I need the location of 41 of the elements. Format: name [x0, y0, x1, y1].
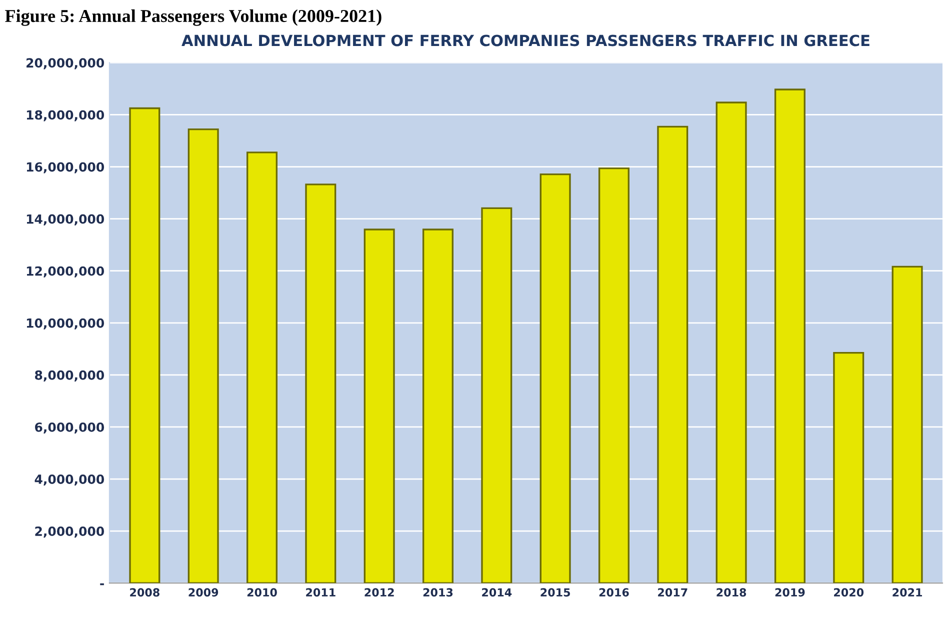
y-tick-label: 6,000,000	[35, 422, 104, 434]
y-tick-label: 10,000,000	[26, 318, 104, 330]
bar	[481, 207, 512, 584]
bar	[422, 228, 454, 584]
bar	[246, 152, 278, 584]
x-tick-label: 2014	[482, 588, 512, 597]
x-tick-label: 2019	[775, 588, 805, 597]
x-tick-label: 2015	[540, 588, 570, 597]
bar	[657, 126, 688, 584]
y-tick-label: 8,000,000	[35, 370, 104, 382]
bar	[892, 266, 923, 584]
chart-title: ANNUAL DEVELOPMENT OF FERRY COMPANIES PASSENGERS TRAFFIC IN GREECE	[182, 34, 870, 46]
x-tick-label: 2020	[834, 588, 864, 597]
x-tick-label: 2008	[130, 588, 160, 597]
bar	[774, 88, 806, 584]
y-tick-label: 14,000,000	[26, 214, 104, 226]
bar	[833, 352, 864, 584]
bar	[598, 168, 630, 584]
y-tick-label: 18,000,000	[26, 110, 104, 122]
y-tick-label: 2,000,000	[35, 526, 104, 538]
x-tick-label: 2017	[658, 588, 688, 597]
bar	[540, 173, 571, 584]
x-tick-label: 2011	[306, 588, 336, 597]
bar	[188, 128, 219, 584]
y-tick-label: 12,000,000	[26, 266, 104, 278]
x-tick-label: 2016	[599, 588, 629, 597]
bar	[129, 107, 160, 584]
y-tick-label: 20,000,000	[26, 58, 104, 70]
x-tick-label: 2010	[247, 588, 277, 597]
y-tick-label: 4,000,000	[34, 474, 104, 486]
x-tick-label: 2012	[364, 588, 394, 597]
x-tick-label: 2018	[716, 588, 746, 597]
bar	[716, 102, 747, 584]
bar	[364, 228, 395, 584]
y-tick-label: 16,000,000	[26, 162, 104, 174]
y-tick-label: -	[100, 583, 104, 586]
bar	[305, 184, 336, 584]
x-tick-label: 2009	[188, 588, 218, 597]
x-tick-label: 2013	[423, 588, 453, 597]
caption: Figure 5: Annual Passengers Volume (2009-2021)	[5, 9, 382, 26]
x-tick-label: 2021	[892, 588, 922, 597]
